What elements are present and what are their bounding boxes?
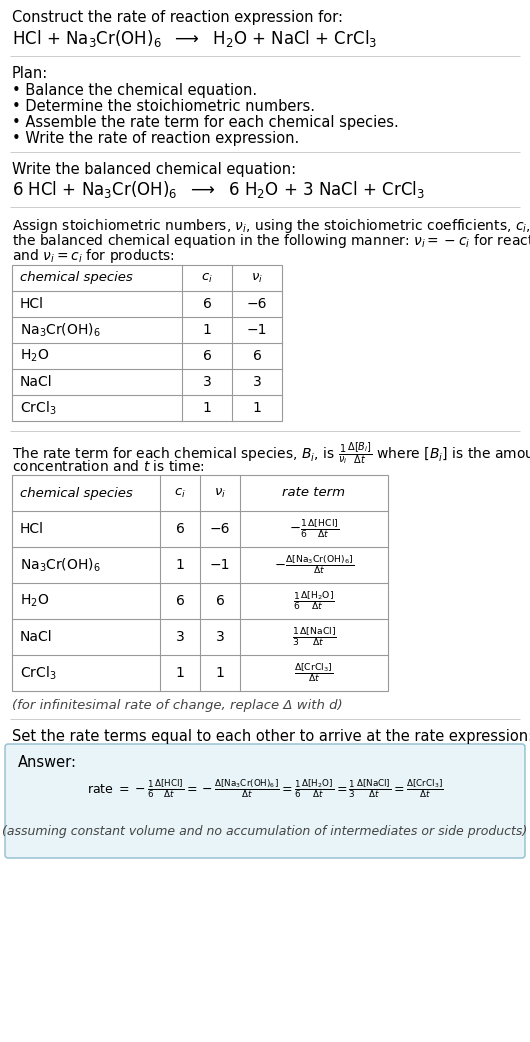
Text: H$_2$O: H$_2$O — [20, 593, 49, 610]
Text: 1: 1 — [202, 323, 211, 337]
Text: Write the balanced chemical equation:: Write the balanced chemical equation: — [12, 162, 296, 177]
Bar — [12, 475, 388, 691]
Text: 6: 6 — [202, 349, 211, 363]
Text: 3: 3 — [175, 630, 184, 644]
Text: • Write the rate of reaction expression.: • Write the rate of reaction expression. — [12, 131, 299, 146]
Text: • Balance the chemical equation.: • Balance the chemical equation. — [12, 83, 257, 98]
Text: $\nu_i$: $\nu_i$ — [251, 272, 263, 284]
Text: chemical species: chemical species — [20, 272, 132, 284]
Text: chemical species: chemical species — [20, 487, 132, 499]
Text: • Assemble the rate term for each chemical species.: • Assemble the rate term for each chemic… — [12, 115, 399, 130]
Text: −6: −6 — [210, 522, 230, 536]
Text: 6: 6 — [253, 349, 261, 363]
Text: the balanced chemical equation in the following manner: $\nu_i = -c_i$ for react: the balanced chemical equation in the fo… — [12, 232, 530, 250]
FancyBboxPatch shape — [5, 744, 525, 858]
Text: 1: 1 — [253, 401, 261, 415]
Text: HCl: HCl — [20, 522, 44, 536]
Text: Na$_3$Cr(OH)$_6$: Na$_3$Cr(OH)$_6$ — [20, 321, 101, 339]
Text: Set the rate terms equal to each other to arrive at the rate expression:: Set the rate terms equal to each other t… — [12, 729, 530, 744]
Text: 6: 6 — [216, 594, 224, 607]
Text: CrCl$_3$: CrCl$_3$ — [20, 665, 57, 681]
Text: 1: 1 — [175, 559, 184, 572]
Text: HCl + Na$_3$Cr(OH)$_6$  $\longrightarrow$  H$_2$O + NaCl + CrCl$_3$: HCl + Na$_3$Cr(OH)$_6$ $\longrightarrow$… — [12, 28, 377, 49]
Text: $\nu_i$: $\nu_i$ — [214, 487, 226, 499]
Text: 6: 6 — [175, 522, 184, 536]
Text: CrCl$_3$: CrCl$_3$ — [20, 399, 57, 417]
Text: Answer:: Answer: — [18, 755, 77, 770]
Text: 6: 6 — [202, 297, 211, 311]
Text: rate $= -\frac{1}{6}\frac{\Delta[\mathrm{HCl}]}{\Delta t} = -\frac{\Delta[\mathr: rate $= -\frac{1}{6}\frac{\Delta[\mathrm… — [87, 777, 443, 800]
Text: −6: −6 — [247, 297, 267, 311]
Text: H$_2$O: H$_2$O — [20, 348, 49, 365]
Text: NaCl: NaCl — [20, 630, 52, 644]
Text: The rate term for each chemical species, $B_i$, is $\frac{1}{\nu_i}\frac{\Delta[: The rate term for each chemical species,… — [12, 441, 530, 467]
Text: $\frac{1}{3}\frac{\Delta[\mathrm{NaCl}]}{\Delta t}$: $\frac{1}{3}\frac{\Delta[\mathrm{NaCl}]}… — [292, 626, 337, 648]
Text: Assign stoichiometric numbers, $\nu_i$, using the stoichiometric coefficients, $: Assign stoichiometric numbers, $\nu_i$, … — [12, 217, 530, 235]
Text: rate term: rate term — [282, 487, 346, 499]
Text: 1: 1 — [216, 666, 224, 680]
Text: −1: −1 — [247, 323, 267, 337]
Text: Construct the rate of reaction expression for:: Construct the rate of reaction expressio… — [12, 10, 343, 25]
Text: (assuming constant volume and no accumulation of intermediates or side products): (assuming constant volume and no accumul… — [2, 825, 528, 838]
Text: 3: 3 — [202, 375, 211, 389]
Text: 3: 3 — [216, 630, 224, 644]
Text: • Determine the stoichiometric numbers.: • Determine the stoichiometric numbers. — [12, 99, 315, 114]
Text: −1: −1 — [210, 559, 230, 572]
Text: $\frac{\Delta[\mathrm{CrCl_3}]}{\Delta t}$: $\frac{\Delta[\mathrm{CrCl_3}]}{\Delta t… — [294, 662, 334, 685]
Text: $-\frac{\Delta[\mathrm{Na_3Cr(OH)_6}]}{\Delta t}$: $-\frac{\Delta[\mathrm{Na_3Cr(OH)_6}]}{\… — [274, 553, 354, 576]
Text: 3: 3 — [253, 375, 261, 389]
Text: Plan:: Plan: — [12, 66, 48, 81]
Text: Na$_3$Cr(OH)$_6$: Na$_3$Cr(OH)$_6$ — [20, 556, 101, 574]
Text: $c_i$: $c_i$ — [201, 272, 213, 284]
Text: 1: 1 — [202, 401, 211, 415]
Text: NaCl: NaCl — [20, 375, 52, 389]
Text: concentration and $t$ is time:: concentration and $t$ is time: — [12, 458, 205, 474]
Text: 1: 1 — [175, 666, 184, 680]
Text: $c_i$: $c_i$ — [174, 487, 186, 499]
Text: $-\frac{1}{6}\frac{\Delta[\mathrm{HCl}]}{\Delta t}$: $-\frac{1}{6}\frac{\Delta[\mathrm{HCl}]}… — [289, 518, 339, 540]
Text: HCl: HCl — [20, 297, 44, 311]
Text: and $\nu_i = c_i$ for products:: and $\nu_i = c_i$ for products: — [12, 247, 175, 265]
Text: 6 HCl + Na$_3$Cr(OH)$_6$  $\longrightarrow$  6 H$_2$O + 3 NaCl + CrCl$_3$: 6 HCl + Na$_3$Cr(OH)$_6$ $\longrightarro… — [12, 179, 425, 200]
Bar — [12, 265, 282, 421]
Text: (for infinitesimal rate of change, replace Δ with d): (for infinitesimal rate of change, repla… — [12, 699, 342, 712]
Text: $\frac{1}{6}\frac{\Delta[\mathrm{H_2O}]}{\Delta t}$: $\frac{1}{6}\frac{\Delta[\mathrm{H_2O}]}… — [293, 590, 335, 613]
Text: 6: 6 — [175, 594, 184, 607]
